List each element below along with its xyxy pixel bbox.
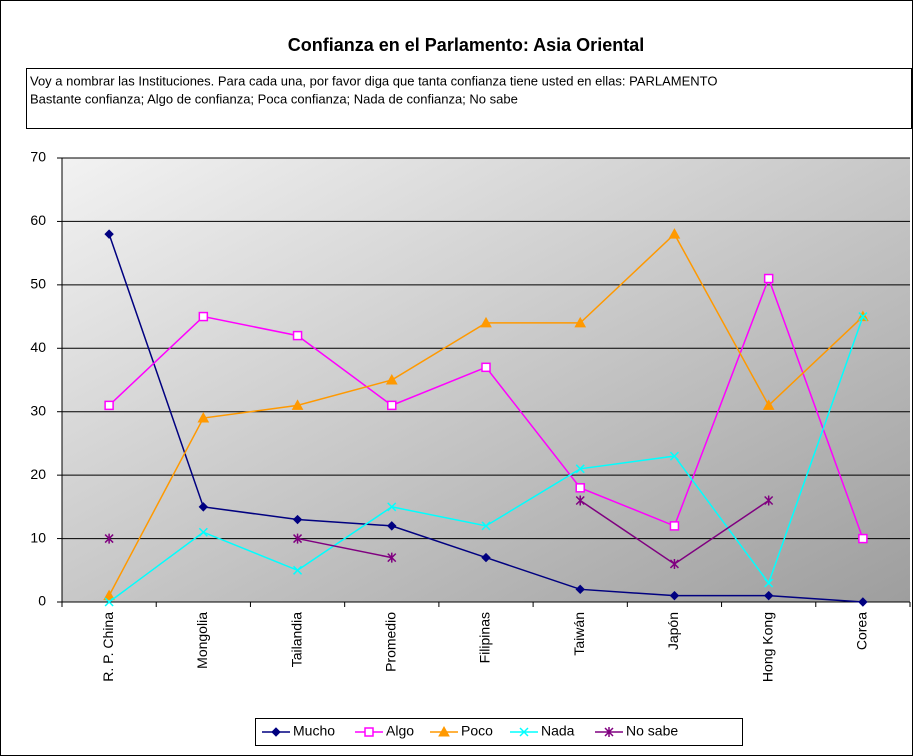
marker xyxy=(198,527,208,537)
legend-label: Mucho xyxy=(293,723,335,739)
marker xyxy=(669,521,680,531)
marker xyxy=(762,399,775,410)
chart-title: Confianza en el Parlamento: Asia Orienta… xyxy=(288,35,644,55)
y-tick-label: 60 xyxy=(30,212,46,228)
y-tick-label: 30 xyxy=(30,402,46,418)
x-tick-label: Taiwán xyxy=(571,612,587,656)
legend-box xyxy=(255,718,743,746)
x-tick-label: Tailandia xyxy=(288,612,304,667)
marker xyxy=(104,597,114,607)
marker xyxy=(669,558,679,569)
marker xyxy=(764,495,774,506)
marker xyxy=(387,400,397,411)
marker xyxy=(104,400,114,411)
marker xyxy=(197,412,210,423)
marker xyxy=(481,552,491,563)
marker xyxy=(103,589,115,601)
subtitle-box xyxy=(26,68,912,129)
marker xyxy=(293,565,303,575)
y-tick-label: 20 xyxy=(30,466,46,482)
legend-marker xyxy=(438,725,450,737)
marker xyxy=(480,316,492,328)
subtitle: Bastante confianza; Algo de confianza; P… xyxy=(30,91,518,106)
marker xyxy=(669,451,679,461)
y-tick-label: 0 xyxy=(38,593,46,609)
marker xyxy=(291,399,304,410)
x-tick-label: Japón xyxy=(665,612,681,650)
marker xyxy=(387,552,397,563)
y-tick-label: 50 xyxy=(30,276,46,292)
x-tick-label: Promedio xyxy=(382,612,398,672)
marker xyxy=(293,533,303,544)
marker xyxy=(387,521,397,531)
x-tick-label: Corea xyxy=(854,612,870,650)
marker xyxy=(763,590,774,601)
marker xyxy=(292,330,303,341)
marker xyxy=(104,533,114,544)
marker xyxy=(668,228,681,239)
marker xyxy=(292,514,303,525)
marker xyxy=(575,483,585,493)
y-tick-label: 70 xyxy=(30,149,46,165)
x-tick-label: Filipinas xyxy=(477,612,493,663)
y-tick-label: 40 xyxy=(30,339,46,355)
marker xyxy=(575,464,585,474)
legend-marker xyxy=(364,727,374,737)
subtitle: Voy a nombrar las Instituciones. Para ca… xyxy=(30,73,717,88)
legend-label: Algo xyxy=(386,723,414,739)
x-tick-label: R. P. China xyxy=(100,612,116,682)
marker xyxy=(669,590,680,601)
legend-label: No sabe xyxy=(626,723,678,739)
plot-area xyxy=(62,158,910,602)
marker xyxy=(763,273,774,284)
marker xyxy=(481,521,491,531)
marker xyxy=(574,316,587,328)
marker xyxy=(387,502,397,512)
marker xyxy=(764,578,774,588)
legend-marker xyxy=(519,727,529,737)
marker xyxy=(198,311,209,322)
legend-marker xyxy=(271,727,281,737)
marker xyxy=(858,312,868,322)
x-tick-label: Hong Kong xyxy=(759,612,775,682)
y-tick-label: 10 xyxy=(30,529,46,545)
legend-label: Poco xyxy=(461,723,493,739)
marker xyxy=(481,362,491,373)
legend-marker xyxy=(604,727,614,737)
marker xyxy=(858,533,868,544)
marker xyxy=(104,229,114,239)
marker xyxy=(575,495,585,506)
marker xyxy=(385,373,398,385)
legend-label: Nada xyxy=(541,723,575,739)
marker xyxy=(575,584,585,595)
marker xyxy=(198,502,209,512)
marker xyxy=(858,597,868,607)
x-tick-label: Mongolia xyxy=(194,612,210,669)
